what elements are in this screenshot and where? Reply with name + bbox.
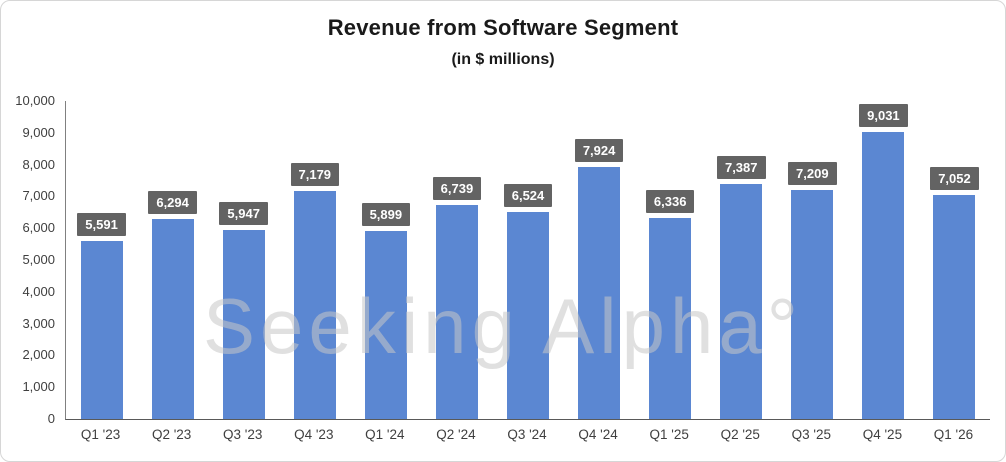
x-tick-label: Q1 '26 <box>933 427 974 442</box>
bar-value-label: 7,052 <box>930 166 979 190</box>
y-tick-label: 5,000 <box>22 252 55 267</box>
y-tick-label: 2,000 <box>22 347 55 363</box>
bar-value-label: 7,387 <box>716 156 766 180</box>
x-tick-label: Q1 '24 <box>365 427 405 442</box>
x-tick-label: Q4 '23 <box>294 427 334 442</box>
bar-value-label: 9,031 <box>859 103 908 127</box>
bar <box>791 189 834 419</box>
bar <box>578 167 621 419</box>
bar <box>151 218 194 419</box>
x-tick-label: Q2 '23 <box>151 427 192 442</box>
bar-column: 6,739 <box>421 101 492 419</box>
bar <box>933 194 976 419</box>
x-tick-label: Q1 '23 <box>80 427 121 442</box>
y-tick-label: 6,000 <box>22 220 55 236</box>
y-tick-label: 0 <box>47 411 55 426</box>
bar-column: 5,591 <box>66 101 137 419</box>
x-tick-label: Q4 '25 <box>862 427 903 442</box>
y-tick-label: 7,000 <box>22 188 55 204</box>
bar-value-label: 6,524 <box>503 183 553 207</box>
bar-column: 6,524 <box>492 101 563 419</box>
chart-title: Revenue from Software Segment <box>327 15 679 40</box>
bar <box>364 231 407 419</box>
x-tick-label: Q3 '23 <box>223 427 263 442</box>
bar-column: 5,947 <box>208 101 279 419</box>
bar-value-label: 7,179 <box>290 162 340 186</box>
bar-value-label: 6,294 <box>148 190 197 214</box>
bar <box>649 217 692 419</box>
bar-column: 7,052 <box>919 101 990 419</box>
bar-value-label: 7,209 <box>788 161 837 185</box>
bar-value-label: 6,336 <box>645 189 695 213</box>
bar <box>80 241 123 419</box>
y-tick-label: 3,000 <box>22 315 55 331</box>
bar-value-label: 5,591 <box>77 213 126 237</box>
bar-column: 7,924 <box>564 101 635 419</box>
bar-value-label: 6,739 <box>432 176 482 200</box>
x-tick-label: Q3 '24 <box>507 427 547 442</box>
bar <box>222 229 265 419</box>
bar <box>862 131 905 419</box>
bar-column: 6,294 <box>137 101 208 419</box>
bar <box>507 211 549 419</box>
plot-area: 5,591 6,294 5,947 7,179 5,899 6,739 6,524 7,924… <box>65 101 990 420</box>
x-tick-label: Q2 '25 <box>720 427 760 442</box>
bar-column: 6,336 <box>635 101 706 419</box>
bar-column: 7,179 <box>279 101 350 419</box>
bars: 5,591 6,294 5,947 7,179 5,899 6,739 6,524 7,924… <box>66 101 990 419</box>
bar <box>293 190 336 419</box>
bar-value-label: 5,899 <box>361 203 411 227</box>
y-tick-label: 4,000 <box>22 283 55 299</box>
y-tick-label: 1,000 <box>22 379 55 395</box>
chart-subtitle: (in $ millions) <box>451 51 555 68</box>
bar <box>435 204 478 419</box>
bar-value-label: 5,947 <box>219 201 268 225</box>
x-tick-label: Q2 '24 <box>436 427 476 442</box>
x-tick-label: Q4 '24 <box>578 427 618 442</box>
bar-column: 7,387 <box>706 101 777 419</box>
x-tick-label: Q3 '25 <box>791 427 831 442</box>
x-tick-label: Q1 '25 <box>649 427 689 442</box>
y-tick-label: 10,000 <box>15 93 55 108</box>
bar-column: 7,209 <box>777 101 848 419</box>
x-axis: Q1 '23 Q2 '23 Q3 '23 Q4 '23 Q1 '24 Q2 '24 Q3 '… <box>65 427 989 442</box>
bar-value-label: 7,924 <box>574 139 624 163</box>
y-tick-label: 8,000 <box>22 156 55 172</box>
bar-column: 5,899 <box>350 101 421 419</box>
bar <box>720 184 763 419</box>
bar-column: 9,031 <box>848 101 919 419</box>
y-tick-label: 9,000 <box>22 124 55 140</box>
